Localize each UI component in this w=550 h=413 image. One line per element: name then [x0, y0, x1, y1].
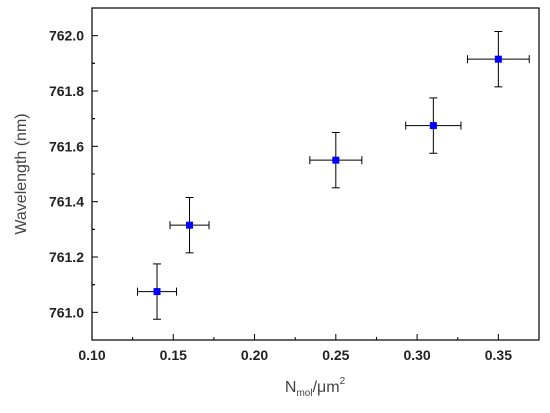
- x-axis-title: Nmol/μm2: [285, 376, 346, 399]
- x-axis-title-sep: /μm: [313, 379, 340, 396]
- error-bars: [137, 31, 530, 320]
- x-tick-label: 0.25: [322, 347, 349, 363]
- x-axis-title-sub: mol: [296, 388, 312, 399]
- y-axis-title: Wavelength (nm): [13, 113, 30, 234]
- y-tick-label: 761.6: [49, 138, 84, 154]
- data-markers: [153, 55, 502, 296]
- x-tick-label: 0.30: [403, 347, 430, 363]
- y-tick-label: 761.0: [49, 304, 84, 320]
- data-point: [186, 221, 194, 229]
- y-tick-label: 762.0: [49, 28, 84, 44]
- axis-ticks: [91, 35, 499, 340]
- y-tick-label: 761.8: [49, 83, 84, 99]
- x-tick-label: 0.35: [485, 347, 512, 363]
- data-point: [494, 55, 502, 63]
- y-tick-label: 761.4: [49, 194, 84, 210]
- data-point: [332, 156, 340, 164]
- x-tick-label: 0.20: [241, 347, 268, 363]
- x-axis-title-base: N: [285, 379, 297, 396]
- x-tick-label: 0.15: [160, 347, 187, 363]
- data-point: [153, 288, 161, 296]
- y-tick-label: 761.2: [49, 249, 84, 265]
- x-axis-title-sup: 2: [340, 376, 346, 387]
- x-tick-label: 0.10: [78, 347, 105, 363]
- tick-labels: 0.10 0.15 0.20 0.25 0.30 0.35 761.0 761.2 761.4 7…: [49, 28, 512, 363]
- data-point: [429, 122, 437, 130]
